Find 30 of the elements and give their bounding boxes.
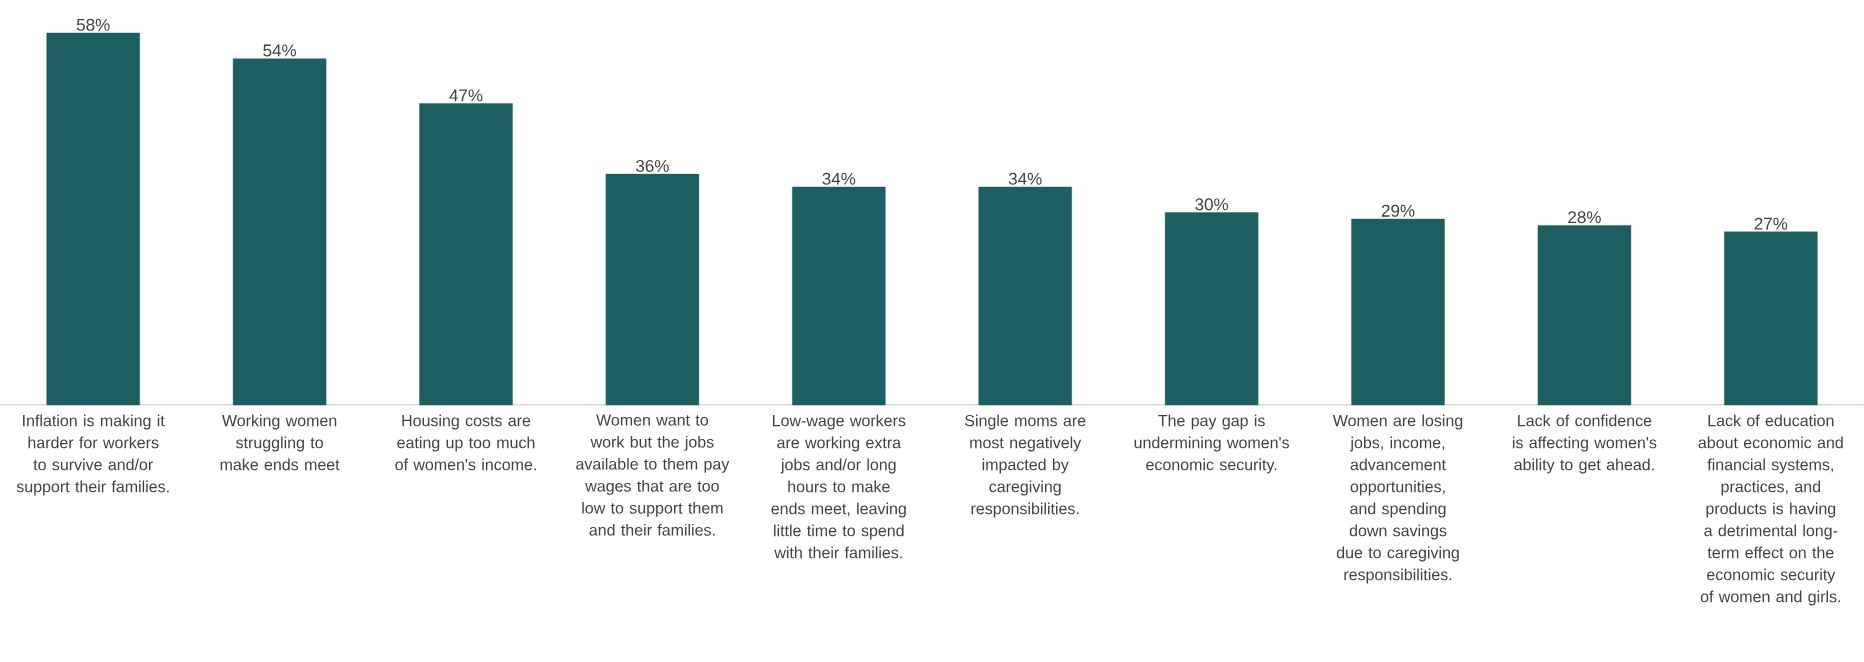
data-label: 34% (1008, 172, 1042, 185)
x-tick-label: Women want to work but the jobs available to them pay wages that are too low to support them and their families. (576, 414, 730, 536)
data-label: 58% (76, 18, 110, 31)
bar (1351, 218, 1445, 406)
x-tick-label: The pay gap is undermining women's economic security. (1134, 414, 1290, 474)
data-label: 47% (449, 89, 483, 102)
data-label: 54% (263, 44, 297, 57)
bar (419, 103, 513, 406)
bar (1724, 231, 1818, 406)
bar (1164, 212, 1259, 406)
data-label: 29% (1381, 204, 1415, 217)
bar (605, 173, 700, 406)
x-tick-label: Single moms are most negatively impacted by caregiving responsibilities. (965, 414, 1086, 518)
x-tick-label: Lack of confidence is affecting women's ability to get ahead. (1512, 414, 1657, 474)
x-tick-label: Inflation is making it harder for workers to survive and/or support their families. (16, 414, 169, 496)
data-label: 27% (1754, 217, 1788, 230)
bar (232, 58, 327, 406)
x-tick-label: Working women struggling to make ends meet (220, 414, 340, 471)
bar (978, 186, 1072, 406)
bar (46, 32, 140, 406)
x-tick-label: Low-wage workers are working extra jobs and/or long hours to make ends meet, leaving little time to spend with their families. (771, 414, 906, 559)
bar (1537, 225, 1632, 406)
data-label: 34% (822, 172, 856, 185)
bar (792, 186, 886, 406)
data-label: 30% (1195, 198, 1229, 211)
x-tick-label: Housing costs are eating up too much of women's income. (395, 414, 536, 471)
data-label: 28% (1568, 211, 1601, 224)
data-label: 36% (636, 159, 669, 172)
x-tick-label: Women are losing jobs, income, advancement opportunities, and spending down savings due to caregiving responsibilities. (1332, 414, 1463, 584)
category-label: Lack of education about economic and financial systems, practices, and products is having a detrimental long-term effect on the economic security of women and girls. (1698, 414, 1843, 606)
